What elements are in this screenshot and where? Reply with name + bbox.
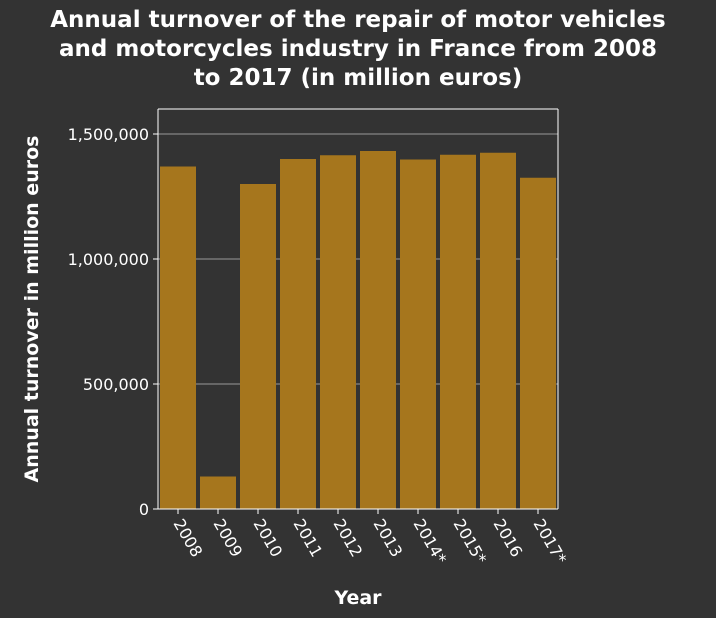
y-tick-label: 1,500,000 — [68, 125, 149, 144]
chart-title-line-1: Annual turnover of the repair of motor v… — [50, 7, 666, 33]
bar-2016 — [480, 152, 516, 509]
bar-2015 — [440, 154, 476, 509]
y-tick-label: 0 — [139, 500, 149, 519]
x-tick-label: 2008 — [170, 516, 207, 561]
bar-2009 — [200, 476, 236, 509]
chart-title-line-3: to 2017 (in million euros) — [193, 65, 523, 91]
x-tick-label: 2010 — [250, 516, 287, 561]
y-tick-label: 1,000,000 — [68, 250, 149, 269]
y-ticks: 0 500,000 1,000,000 1,500,000 — [68, 125, 158, 519]
x-tick-label: 2013 — [370, 516, 407, 561]
bar-2013 — [360, 151, 396, 509]
x-tick-label: 2016 — [490, 516, 527, 561]
x-tick-label: 2012 — [330, 516, 367, 561]
chart-title: Annual turnover of the repair of motor v… — [0, 6, 716, 93]
y-tick-label: 500,000 — [83, 375, 149, 394]
x-tick-label: 2014* — [410, 516, 451, 568]
bar-2008 — [160, 166, 196, 509]
x-tick-label: 2017* — [530, 516, 571, 568]
bars — [160, 151, 556, 509]
bar-2011 — [280, 159, 316, 509]
x-tick-label: 2011 — [290, 516, 327, 561]
axes — [157, 108, 559, 510]
x-ticks: 2008 2009 2010 2011 2012 2013 2014* 2015* 2016 20… — [170, 509, 571, 568]
x-axis-label: Year — [333, 587, 382, 609]
chart-title-line-2: and motorcycles industry in France from … — [59, 36, 657, 62]
bar-2010 — [240, 184, 276, 509]
x-tick-label: 2015* — [450, 516, 491, 568]
y-axis-label: Annual turnover in million euros — [21, 136, 43, 483]
bar-2017 — [520, 177, 556, 509]
bar-2012 — [320, 155, 356, 509]
x-tick-label: 2009 — [210, 516, 247, 561]
bar-2014 — [400, 159, 436, 509]
